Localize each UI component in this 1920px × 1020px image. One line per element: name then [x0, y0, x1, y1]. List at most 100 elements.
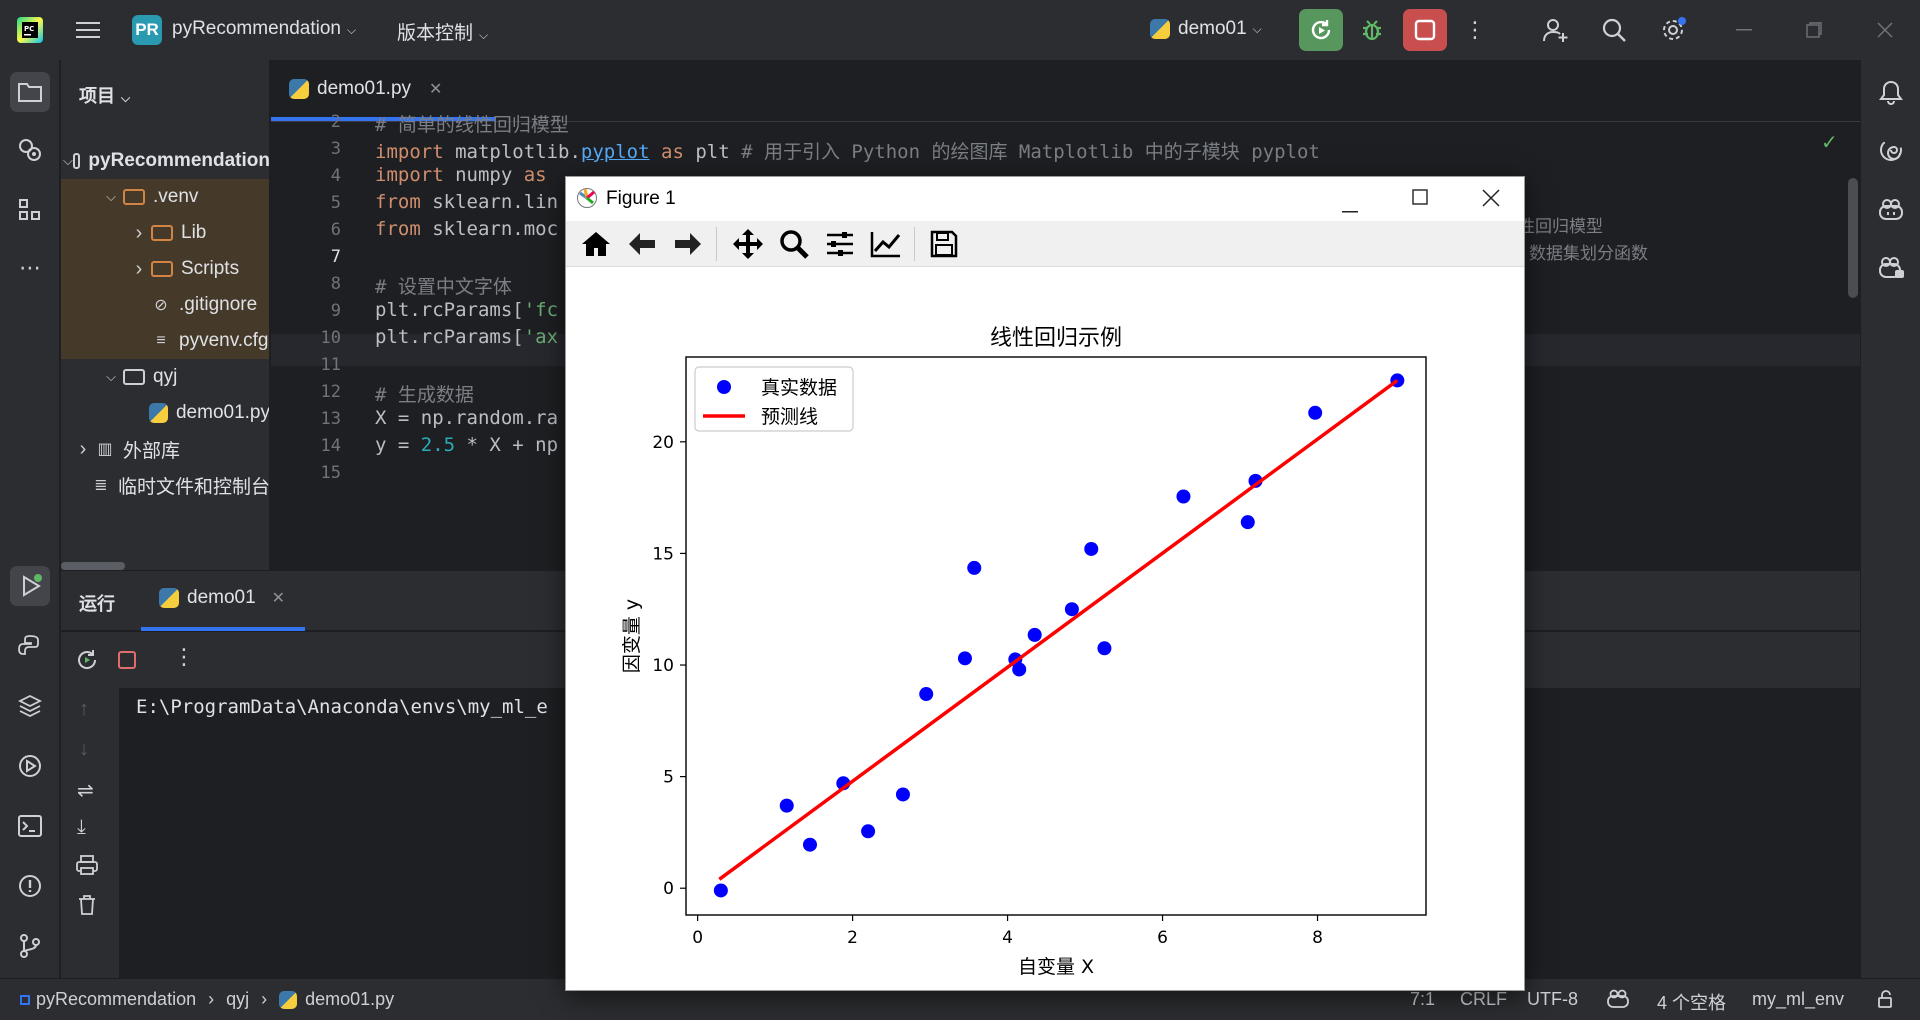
tree-item[interactable]: ≡ pyvenv.cfg — [61, 323, 269, 359]
back-icon[interactable] — [624, 226, 660, 262]
indent-setting[interactable]: 4 个空格 — [1657, 993, 1727, 1013]
expanded-chevron-icon[interactable]: ⌵ — [62, 153, 73, 168]
scroll-up-icon[interactable]: ↑ — [79, 698, 89, 720]
file-encoding[interactable]: UTF-8 — [1527, 989, 1578, 1009]
forward-icon[interactable] — [670, 226, 706, 262]
home-icon[interactable] — [578, 226, 614, 262]
run-tool-icon[interactable] — [10, 566, 50, 606]
breadcrumb-file[interactable]: demo01.py — [305, 989, 395, 1009]
figure-maximize-icon[interactable] — [1412, 189, 1428, 211]
close-window-icon[interactable] — [1865, 10, 1905, 50]
search-icon[interactable] — [1594, 10, 1634, 50]
tree-item[interactable]: ⌵ pyRecommendation — [61, 143, 269, 179]
run-more-icon[interactable]: ⋮ — [173, 644, 195, 669]
code-token: y = — [375, 434, 421, 456]
git-branch-icon[interactable] — [10, 926, 50, 966]
rerun-button[interactable] — [1299, 9, 1343, 51]
terminal-icon[interactable] — [10, 806, 50, 846]
data-point — [1012, 662, 1027, 677]
tree-item[interactable]: ≣ 临时文件和控制台 — [61, 467, 269, 503]
problems-icon[interactable] — [10, 866, 50, 906]
line-number: 5 — [330, 193, 341, 213]
line-number: 14 — [320, 436, 341, 456]
more-tool-windows-icon[interactable]: ⋯ — [19, 255, 41, 280]
x-tick-label: 6 — [1157, 928, 1168, 948]
tree-item[interactable]: demo01.py — [61, 395, 269, 431]
run-config-selector[interactable]: demo01 ⌵ — [1150, 18, 1262, 40]
layers-icon[interactable] — [10, 686, 50, 726]
legend-label: 真实数据 — [761, 377, 837, 399]
editor-tab-demo01[interactable]: demo01.py ✕ — [289, 78, 442, 100]
scroll-down-icon[interactable]: ↓ — [79, 738, 89, 760]
tree-item[interactable]: ⊘ .gitignore — [61, 287, 269, 323]
breadcrumb-project[interactable]: pyRecommendation — [36, 989, 197, 1009]
add-user-icon[interactable] — [1535, 10, 1575, 50]
subplots-icon[interactable] — [822, 226, 858, 262]
figure-close-icon[interactable] — [1482, 189, 1500, 213]
debug-button[interactable] — [1352, 10, 1392, 50]
more-actions-icon[interactable]: ⋮ — [1464, 17, 1486, 42]
copilot-chat-icon[interactable] — [1871, 248, 1911, 288]
figure-minimize-icon[interactable] — [1342, 197, 1358, 219]
right-comment-line5: 性回归模型 — [1518, 217, 1603, 237]
soft-wrap-icon[interactable]: ⇌ — [77, 780, 94, 802]
line-number: 11 — [320, 355, 341, 375]
project-horizontal-scrollbar[interactable] — [61, 560, 269, 570]
python-console-icon[interactable] — [10, 626, 50, 666]
expanded-chevron-icon[interactable]: ⌵ — [106, 189, 116, 204]
tree-item[interactable]: › ▥ 外部库 — [61, 431, 269, 467]
collapsed-chevron-icon[interactable]: › — [135, 257, 143, 280]
data-point — [861, 824, 876, 839]
figure-canvas[interactable]: 线性回归示例 0 2 4 6 8 0 5 10 15 20 自变量 X 因变量 y 真实数据 预测线 — [566, 267, 1524, 990]
tree-item[interactable]: ⌵ .venv — [61, 179, 269, 215]
print-icon[interactable] — [75, 854, 99, 881]
restore-icon[interactable] — [1794, 10, 1834, 50]
run-tab-demo01[interactable]: demo01 ✕ — [159, 587, 285, 609]
editor-vertical-scrollbar[interactable] — [1848, 178, 1858, 298]
code-token: plt — [695, 141, 742, 163]
tree-item[interactable]: › Scripts — [61, 251, 269, 287]
tree-item[interactable]: ⌵ qyj — [61, 359, 269, 395]
python-interpreter[interactable]: my_ml_env — [1752, 989, 1845, 1009]
code-line: plt.rcParams['ax — [375, 326, 558, 348]
services-icon[interactable] — [10, 746, 50, 786]
zoom-icon[interactable] — [776, 226, 812, 262]
line-separator[interactable]: CRLF — [1460, 989, 1508, 1009]
stop-button[interactable] — [1403, 9, 1447, 51]
collapsed-chevron-icon[interactable]: › — [135, 221, 143, 244]
ai-assistant-icon[interactable] — [10, 130, 50, 170]
trash-icon[interactable] — [77, 894, 97, 921]
settings-gear-icon[interactable] — [1653, 10, 1693, 50]
breadcrumb-folder[interactable]: qyj — [226, 989, 250, 1009]
save-icon[interactable] — [926, 226, 962, 262]
rerun-icon[interactable] — [75, 648, 99, 677]
scroll-to-end-icon[interactable]: ⤓ — [77, 816, 86, 838]
copilot-icon[interactable] — [1871, 190, 1911, 230]
vcs-menu[interactable]: 版本控制 ⌵ — [397, 18, 488, 45]
ai-spiral-icon[interactable] — [1871, 130, 1911, 170]
project-view-folder-icon[interactable] — [10, 72, 50, 112]
caret-position[interactable]: 7:1 — [1410, 989, 1436, 1009]
data-point — [1027, 627, 1042, 642]
collapsed-chevron-icon[interactable]: › — [79, 437, 87, 460]
minimize-icon[interactable] — [1724, 10, 1764, 50]
notifications-bell-icon[interactable] — [1871, 72, 1911, 112]
close-run-tab-icon[interactable]: ✕ — [271, 590, 286, 607]
project-badge[interactable]: PR — [132, 15, 162, 45]
expanded-chevron-icon[interactable]: ⌵ — [106, 369, 116, 384]
stop-icon[interactable] — [117, 650, 137, 675]
structure-icon[interactable] — [10, 190, 50, 230]
project-switcher[interactable]: pyRecommendation ⌵ — [172, 18, 356, 40]
copilot-status-icon[interactable] — [1606, 989, 1630, 1014]
lock-icon[interactable] — [1876, 989, 1896, 1014]
console-output[interactable]: E:\ProgramData\Anaconda\envs\my_ml_e — [136, 696, 548, 718]
main-menu-icon[interactable] — [68, 10, 108, 50]
code-token: plt.rcParams[ — [375, 326, 524, 348]
edit-axes-icon[interactable] — [868, 226, 904, 262]
project-panel-header[interactable]: 项目 ⌵ — [79, 82, 130, 108]
inspection-ok-icon[interactable]: ✓ — [1821, 132, 1838, 154]
tree-item[interactable]: › Lib — [61, 215, 269, 251]
close-tab-icon[interactable]: ✕ — [429, 81, 443, 98]
code-token: # 生成数据 — [375, 384, 474, 406]
pan-icon[interactable] — [730, 226, 766, 262]
